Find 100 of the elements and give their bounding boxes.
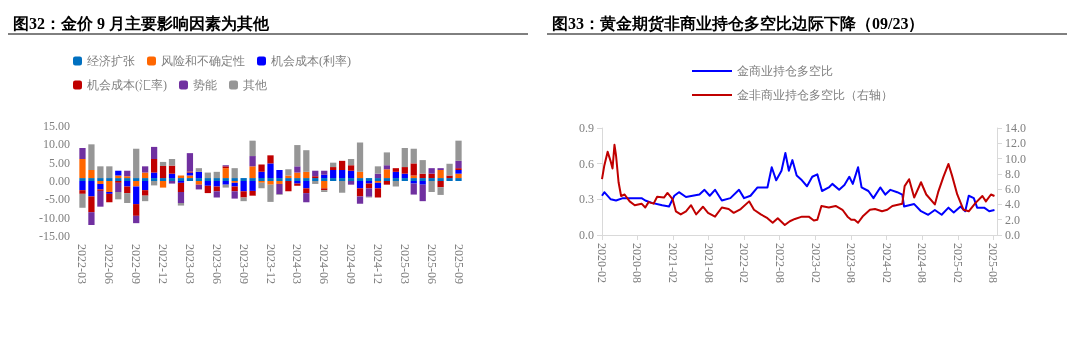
bar — [124, 181, 131, 187]
bar — [159, 165, 167, 179]
y-tick-label: 0.0 — [579, 228, 594, 242]
bar — [356, 181, 364, 189]
bar — [383, 178, 391, 181]
bar — [374, 166, 382, 174]
bar — [455, 178, 462, 181]
bar — [97, 166, 104, 179]
bar — [356, 188, 364, 197]
bar — [97, 190, 104, 207]
x-tick-label: 2025-09 — [451, 244, 466, 284]
bar — [455, 140, 462, 161]
y2-tick-label: 2.0 — [1005, 212, 1020, 227]
bar — [285, 169, 292, 176]
bar — [97, 183, 104, 190]
bar — [159, 178, 167, 181]
bar — [88, 181, 95, 197]
bar — [79, 159, 86, 179]
bar — [195, 181, 203, 185]
y-tick-label: 0.9 — [579, 121, 594, 135]
y-tick-label: -5.00 — [45, 192, 70, 207]
bar — [365, 188, 373, 197]
bar — [356, 142, 364, 172]
y-tick-label: 5.00 — [49, 155, 70, 170]
y2-tick-label: 0.0 — [1005, 228, 1020, 242]
bar — [401, 148, 408, 168]
bar — [124, 193, 131, 203]
line-series — [601, 151, 996, 216]
bar — [347, 159, 355, 166]
legend-label: 风险和不确定性 — [161, 54, 245, 68]
bar — [115, 192, 122, 200]
bar — [267, 155, 274, 164]
bar — [115, 182, 122, 192]
x-tick-label: 2025-08 — [986, 243, 1001, 283]
bar — [303, 188, 310, 194]
bar — [240, 191, 247, 198]
bar — [446, 163, 453, 176]
legend-label: 经济扩张 — [87, 54, 135, 68]
bar — [106, 193, 113, 203]
legend-label: 其他 — [242, 78, 267, 92]
bar — [383, 152, 391, 166]
bar — [455, 160, 462, 169]
bar — [410, 183, 417, 195]
x-tick-label: 2023-06 — [209, 244, 224, 284]
bar — [186, 153, 194, 172]
bar — [455, 173, 462, 179]
x-tick-label: 2022-03 — [75, 244, 90, 284]
x-tick-label: 2022-08 — [772, 243, 787, 283]
bar — [79, 178, 86, 181]
bar — [79, 181, 86, 191]
bar — [419, 184, 426, 202]
bar — [258, 171, 265, 179]
y-tick-label: 10.00 — [43, 137, 70, 152]
bar — [347, 165, 355, 171]
bar — [88, 144, 95, 170]
bar — [213, 191, 220, 198]
bar — [222, 178, 229, 181]
bar — [142, 181, 149, 191]
bar — [347, 170, 355, 179]
bar — [195, 171, 203, 179]
bar — [383, 169, 391, 179]
bar — [437, 170, 444, 179]
y2-tick-label: 14.0 — [1005, 121, 1026, 135]
x-tick-label: 2024-03 — [290, 244, 305, 284]
bar — [330, 178, 337, 181]
bar — [356, 196, 364, 204]
x-tick-label: 2022-02 — [737, 243, 752, 283]
bar — [213, 171, 220, 179]
bar — [195, 168, 203, 172]
bar — [267, 163, 274, 179]
bar — [88, 178, 95, 181]
bar — [133, 178, 140, 181]
bar — [168, 165, 176, 174]
bar — [249, 156, 256, 167]
bar — [392, 171, 399, 179]
bar — [294, 166, 301, 173]
y2-tick-label: 6.0 — [1005, 182, 1020, 197]
x-tick-label: 2024-06 — [317, 244, 332, 284]
bar — [437, 178, 444, 181]
y-tick-label: -10.00 — [39, 210, 70, 225]
y-tick-label: -15.00 — [39, 229, 70, 243]
bar — [330, 167, 337, 170]
bar — [276, 170, 283, 179]
bar — [428, 181, 435, 192]
x-tick-label: 2024-08 — [915, 243, 930, 283]
bar — [321, 178, 328, 181]
bar — [133, 186, 140, 205]
bar — [231, 168, 238, 179]
bar — [213, 181, 220, 187]
bar — [294, 145, 301, 167]
bar — [88, 212, 95, 225]
y2-tick-label: 12.0 — [1005, 136, 1026, 151]
bar — [133, 148, 140, 179]
bar — [88, 196, 95, 213]
bar — [401, 178, 408, 181]
x-tick-label: 2022-06 — [102, 244, 117, 284]
bar — [401, 167, 408, 174]
bar — [267, 181, 274, 185]
bar — [249, 140, 256, 157]
bar — [142, 166, 149, 173]
